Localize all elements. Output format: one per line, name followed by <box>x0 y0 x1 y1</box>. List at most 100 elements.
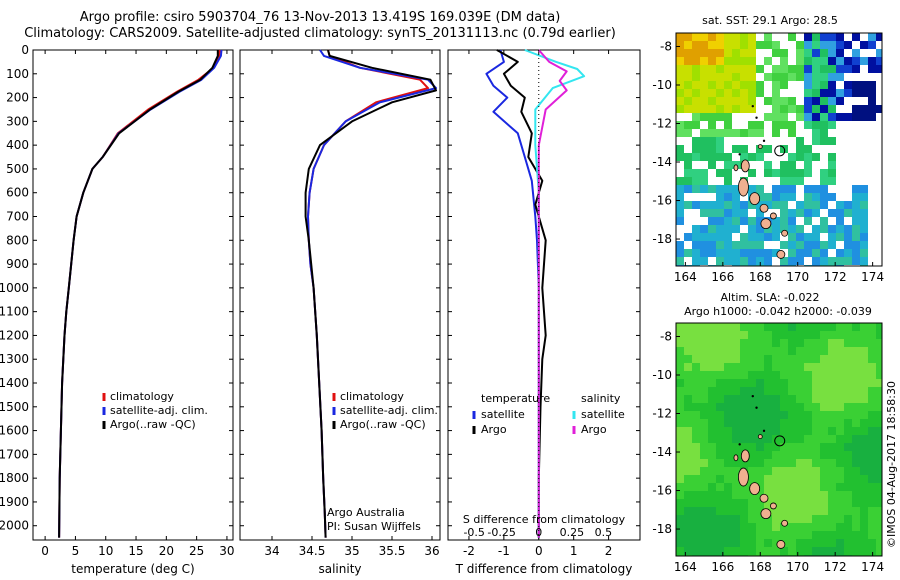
map-cell <box>868 427 876 435</box>
map-cell <box>684 105 692 113</box>
map-cell <box>780 113 788 121</box>
islet-mark <box>738 153 741 156</box>
map-cell <box>748 539 756 547</box>
map-cell <box>692 145 700 153</box>
island-shape <box>781 229 789 237</box>
map-cell <box>756 483 764 491</box>
map-cell <box>852 89 860 97</box>
map-cell <box>740 459 748 467</box>
map-cell <box>724 201 732 209</box>
map-cell <box>804 49 812 57</box>
map-cell <box>812 137 820 145</box>
map-cell <box>700 491 708 499</box>
map-cell <box>748 459 756 467</box>
map-cell <box>780 523 788 531</box>
map-cell <box>860 387 868 395</box>
map-cell <box>748 129 756 137</box>
map-cell <box>796 451 804 459</box>
map-cell <box>764 41 772 49</box>
map-cell <box>820 483 828 491</box>
map-cell <box>804 145 812 153</box>
map-cell <box>676 257 684 265</box>
map-cell <box>836 331 844 339</box>
island-shape <box>749 482 761 496</box>
islet-mark <box>755 116 758 119</box>
map-cell <box>852 531 860 539</box>
map-cell <box>724 387 732 395</box>
map-cell <box>812 185 820 193</box>
map-cell <box>748 331 756 339</box>
map-cell <box>852 459 860 467</box>
map-cell <box>828 499 836 507</box>
map-cell <box>676 339 684 347</box>
map-cell <box>788 33 796 41</box>
map-cell <box>780 257 788 265</box>
map-cell <box>852 355 860 363</box>
map-cell <box>780 331 788 339</box>
map-cell <box>844 523 852 531</box>
sst-map: 164 166 168 170 172 174 -8 -10 -12 -14 -16 -18 <box>652 32 884 284</box>
map-cell <box>684 233 692 241</box>
map-cell <box>828 379 836 387</box>
map-x-tick-label: 168 <box>749 560 772 574</box>
map-cell <box>788 531 796 539</box>
map-cell <box>740 411 748 419</box>
map-cell <box>684 515 692 523</box>
map-cell <box>724 249 732 257</box>
panel-frame <box>239 49 441 541</box>
map-cell <box>804 371 812 379</box>
legend-label: climatology <box>110 390 174 403</box>
map-cell <box>788 363 796 371</box>
map-cell <box>836 371 844 379</box>
map-cell <box>700 33 708 41</box>
series-line-argo <box>58 50 219 538</box>
map-cell <box>684 161 692 169</box>
map-cell <box>772 331 780 339</box>
map-cell <box>724 355 732 363</box>
map-cell <box>780 491 788 499</box>
map-cell <box>756 443 764 451</box>
map-cell <box>732 395 740 403</box>
map-cell <box>740 145 748 153</box>
map-cell <box>708 33 716 41</box>
map-cell <box>700 73 708 81</box>
map-cell <box>740 257 748 265</box>
map-cell <box>844 539 852 547</box>
map-cell <box>692 121 700 129</box>
map-cell <box>692 73 700 81</box>
map-cell <box>700 225 708 233</box>
map-cell <box>708 121 716 129</box>
map-cell <box>708 419 716 427</box>
map-cell <box>716 483 724 491</box>
map-cell <box>756 65 764 73</box>
map-cell <box>812 57 820 65</box>
map-cell <box>812 225 820 233</box>
map-cell <box>692 387 700 395</box>
map-cell <box>724 129 732 137</box>
map-cell <box>756 129 764 137</box>
map-cell <box>852 185 860 193</box>
map-cell <box>780 499 788 507</box>
map-cell <box>748 523 756 531</box>
map-cell <box>796 523 804 531</box>
map-cell <box>860 403 868 411</box>
map-cell <box>772 363 780 371</box>
map-cell <box>684 331 692 339</box>
map-cell <box>740 371 748 379</box>
map-cell <box>684 129 692 137</box>
map-cell <box>748 153 756 161</box>
map-cell <box>796 105 804 113</box>
map-cell <box>788 507 796 515</box>
map-cell <box>828 57 836 65</box>
x-axis-label: T difference from climatology <box>455 562 633 576</box>
map-cell <box>772 249 780 257</box>
map-cell <box>836 467 844 475</box>
map-cell <box>732 459 740 467</box>
map-cell <box>700 137 708 145</box>
map-cell <box>788 435 796 443</box>
x-tick-label: 35 <box>344 544 359 558</box>
map-cell <box>708 97 716 105</box>
map-cell <box>700 523 708 531</box>
map-cell <box>732 97 740 105</box>
map-cell <box>796 459 804 467</box>
